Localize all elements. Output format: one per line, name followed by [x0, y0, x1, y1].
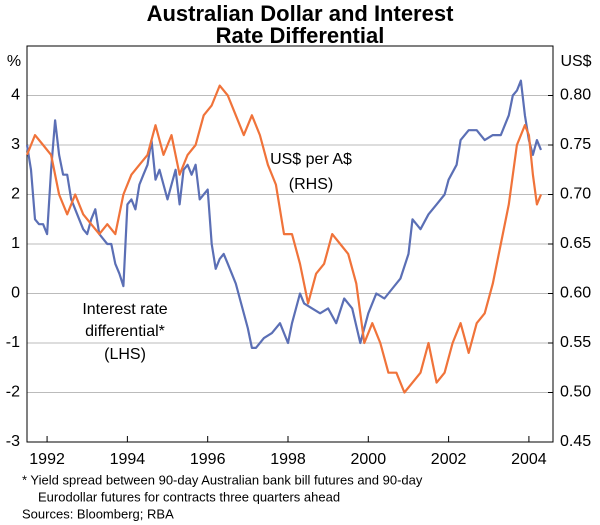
x-tick-label: 2004: [511, 451, 547, 468]
plot-frame: [26, 45, 554, 443]
series-line: [25, 79, 543, 349]
y2-axis-label: US$: [560, 53, 591, 70]
series-label: US$ per A$: [270, 151, 352, 168]
y-tick-label: -2: [6, 384, 20, 401]
series-line: [25, 84, 543, 394]
x-tick-label: 2002: [431, 451, 467, 468]
y-axis-label: %: [7, 53, 21, 70]
sources: Sources: Bloomberg; RBA: [22, 506, 174, 521]
chart-title: Australian Dollar and Interest: [147, 1, 455, 26]
series-label: Interest rate: [82, 301, 167, 318]
series-label: differential*: [85, 323, 165, 340]
x-tick-label: 1998: [270, 451, 306, 468]
y-tick-label: 4: [11, 87, 20, 104]
y2-tick-label: 0.70: [560, 186, 591, 203]
y2-tick-label: 0.45: [560, 433, 591, 450]
x-tick-label: 1994: [110, 451, 146, 468]
y-tick-label: 1: [11, 235, 20, 252]
series-label: (RHS): [289, 176, 333, 193]
y2-tick-label: 0.55: [560, 334, 591, 351]
x-tick-label: 1996: [190, 451, 226, 468]
y2-tick-label: 0.75: [560, 136, 591, 153]
y-tick-label: -1: [6, 334, 20, 351]
y-tick-label: 3: [11, 136, 20, 153]
y-tick-label: 0: [11, 285, 20, 302]
x-tick-label: 2000: [351, 451, 387, 468]
y2-tick-label: 0.60: [560, 285, 591, 302]
x-tick-label: 1992: [29, 451, 65, 468]
footnote: * Yield spread between 90-day Australian…: [22, 472, 423, 487]
chart-title: Rate Differential: [216, 23, 385, 48]
footnote: Eurodollar futures for contracts three q…: [38, 489, 340, 504]
y2-tick-label: 0.65: [560, 235, 591, 252]
y-tick-label: -3: [6, 433, 20, 450]
y2-tick-label: 0.50: [560, 384, 591, 401]
y2-tick-label: 0.80: [560, 87, 591, 104]
y-tick-label: 2: [11, 186, 20, 203]
series-label: (LHS): [104, 346, 146, 363]
